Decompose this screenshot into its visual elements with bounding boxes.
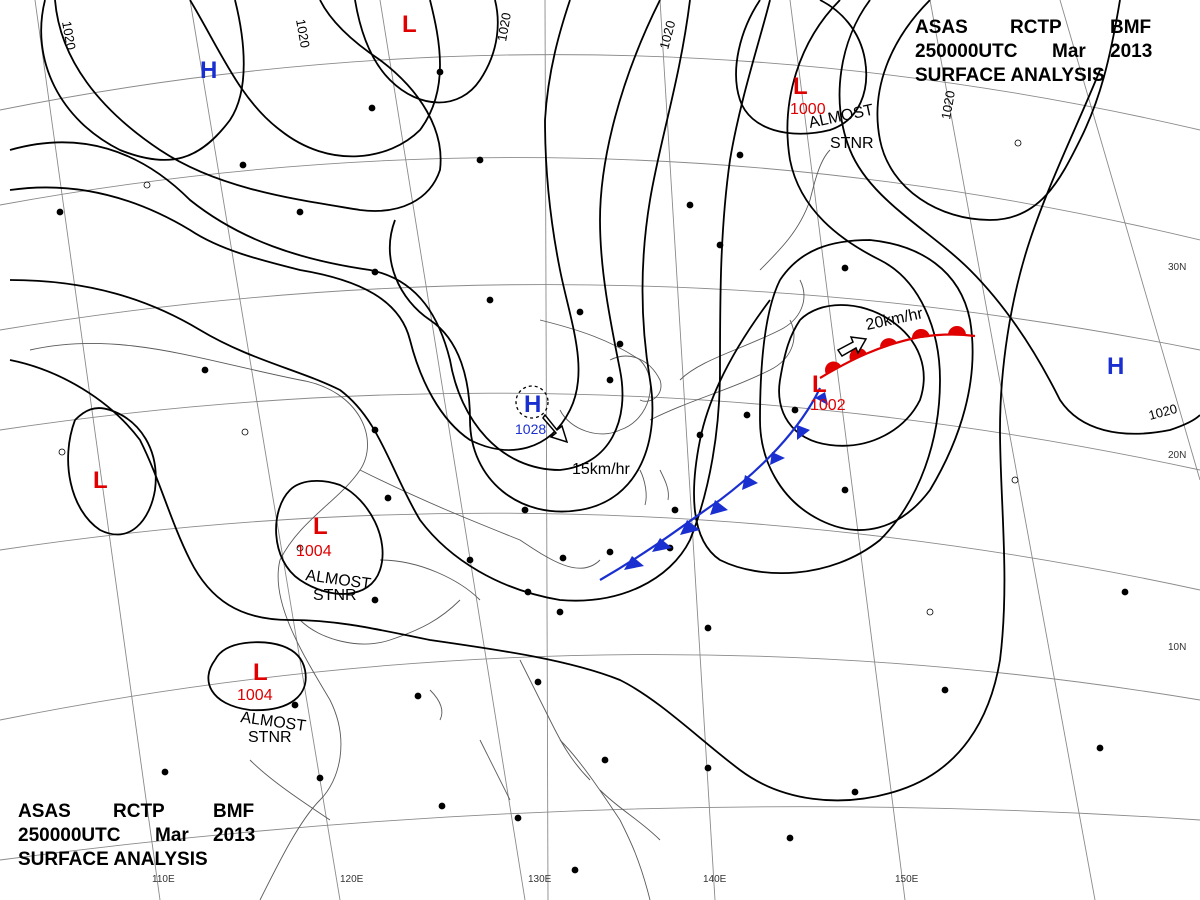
isobar-labels: 1020 1020 1020 1020 1020 1020	[59, 11, 1179, 422]
stationary-note: STNR	[248, 729, 292, 746]
low-center-value: 1004	[237, 687, 273, 704]
low-center-symbol: L	[253, 659, 268, 686]
pressure-centers: H H 1028 H L L 1000 L L 1004 L 1004 L 10…	[93, 11, 1124, 704]
low-center-value: 1000	[790, 101, 826, 118]
high-center-symbol: H	[200, 57, 217, 84]
motion-arrow-low	[836, 336, 868, 357]
isobar-label: 1020	[938, 89, 958, 120]
header-issuer: BMF	[213, 801, 255, 822]
longitude-label: 110E	[152, 874, 175, 885]
low-center-symbol: L	[93, 467, 108, 494]
header-month: Mar	[155, 825, 189, 846]
warm-front	[819, 326, 976, 379]
longitude-label: 150E	[895, 874, 919, 885]
header-product-code: ASAS	[915, 17, 968, 38]
isobar-label: 1020	[656, 19, 678, 51]
latitude-grid	[0, 54, 1200, 861]
motion-arrow-high	[542, 413, 569, 444]
isobar-label: 1020	[1147, 401, 1179, 423]
annotations: ALMOST STNR ALMOST STNR ALMOST STNR 15km…	[239, 102, 925, 746]
latitude-label: 30N	[1168, 262, 1186, 273]
header-year: 2013	[1110, 41, 1153, 62]
latitude-label: 10N	[1168, 642, 1186, 653]
low-center-value: 1002	[810, 397, 846, 414]
high-center-value: 1028	[515, 421, 546, 437]
motion-speed-label: 15km/hr	[572, 461, 630, 478]
coastlines	[29, 149, 831, 900]
header-year: 2013	[213, 825, 256, 846]
low-center-symbol: L	[313, 513, 328, 540]
header-station: RCTP	[1010, 17, 1062, 38]
isobar-label: 1020	[59, 20, 79, 51]
stationary-note: STNR	[830, 135, 874, 152]
low-center-symbol: L	[812, 371, 827, 398]
high-center-symbol: H	[1107, 353, 1124, 380]
chart-header-bottom: ASAS RCTP BMF 250000UTC Mar 2013 SURFACE ANA…	[18, 800, 255, 872]
high-center-symbol: H	[524, 391, 541, 418]
latitude-label: 20N	[1168, 450, 1186, 461]
header-chart-type: SURFACE ANALYSIS	[18, 849, 208, 870]
cold-front	[599, 387, 828, 581]
low-center-symbol: L	[402, 11, 417, 38]
meridian-grid	[34, 0, 1200, 900]
low-center-symbol: L	[793, 73, 808, 100]
header-station: RCTP	[113, 801, 165, 822]
stationary-note: STNR	[313, 587, 357, 604]
isobar-label: 1020	[293, 18, 313, 49]
motion-speed-label: 20km/hr	[864, 305, 925, 334]
header-valid-time: 250000UTC	[18, 825, 121, 846]
header-valid-time: 250000UTC	[915, 41, 1018, 62]
isobars	[9, 0, 1200, 802]
graticule-labels: 110E 120E 130E 140E 150E 30N 20N 10N	[152, 262, 1186, 885]
header-product-code: ASAS	[18, 801, 71, 822]
low-center-value: 1004	[296, 543, 332, 560]
longitude-label: 140E	[703, 874, 727, 885]
longitude-label: 120E	[340, 874, 364, 885]
header-issuer: BMF	[1110, 17, 1152, 38]
longitude-label: 130E	[528, 874, 552, 885]
chart-header-top: ASAS RCTP BMF 250000UTC Mar 2013 SURFACE ANA…	[915, 16, 1152, 88]
high-center-ring	[515, 385, 549, 419]
isobar-label: 1020	[494, 11, 514, 42]
header-chart-type: SURFACE ANALYSIS	[915, 65, 1105, 86]
header-month: Mar	[1052, 41, 1086, 62]
station-plots	[56, 68, 1129, 874]
